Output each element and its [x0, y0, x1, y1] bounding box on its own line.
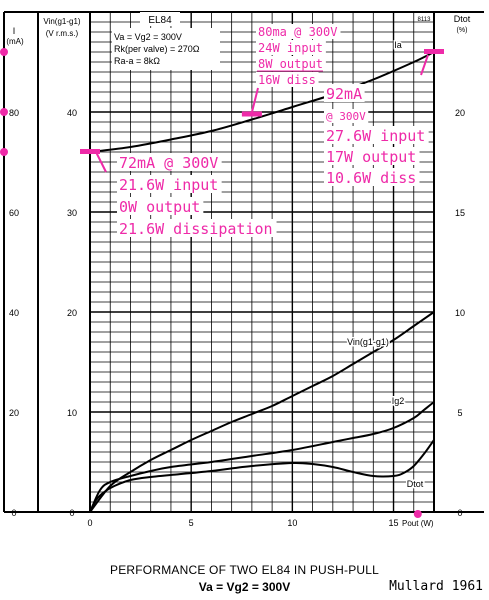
highlight-bar: [241, 111, 262, 117]
dtot-tick-label: 5: [457, 408, 462, 418]
grid: [89, 11, 435, 513]
pointer-right: [420, 54, 429, 76]
annotation-bg: [324, 147, 420, 165]
pointer-left: [95, 151, 107, 173]
annotations: 72mA @ 300V 21.6W input 0W output 21.6W dis…: [117, 24, 429, 238]
annotation-bg: [117, 197, 204, 215]
dtot-axis-title: Dtot: [454, 14, 471, 24]
annotation-right-line: 27.6W input: [326, 127, 425, 145]
annotation-left-line: 21.6W input: [119, 176, 218, 194]
credit-text: Mullard 1961: [389, 579, 483, 594]
series-label: Vin(g1-g1): [347, 337, 389, 347]
annotation-bg: [324, 84, 365, 102]
conditions-bg: [112, 28, 220, 70]
plot-border: [89, 11, 435, 513]
annotation-bg: [117, 219, 277, 237]
current-axis-unit: (mA): [6, 37, 24, 46]
x-tick-label: 15: [389, 518, 399, 528]
annotation-bg: [256, 56, 326, 71]
dtot-tick-label: 0: [457, 508, 462, 518]
dtot-tick-label: 10: [455, 308, 465, 318]
vin-tick-label: 30: [67, 208, 77, 218]
current-marker-dot: [0, 148, 8, 156]
annotation-mid-line: 80ma @ 300V: [258, 25, 337, 39]
dtot-axis-unit: (%): [457, 27, 468, 34]
annotation-left-line: 0W output: [119, 198, 200, 216]
series-labels: Ia Vin(g1-g1) Ig2 Dtot: [346, 39, 426, 491]
caption-title: PERFORMANCE OF TWO EL84 IN PUSH-PULL: [109, 563, 380, 577]
series-label: Dtot: [407, 479, 424, 489]
axes: [3, 11, 484, 513]
x-tick-label: 0: [87, 518, 92, 528]
annotation-mid-line: 8W output: [258, 57, 323, 71]
current-marker-dot: [0, 108, 8, 116]
annotation-bg: [324, 109, 369, 123]
series-line-ig2: [89, 401, 435, 513]
condition-line: Va = Vg2 = 300V: [114, 32, 182, 42]
current-tick-label: 80: [9, 108, 19, 118]
annotation-left-line: 72mA @ 300V: [119, 154, 218, 172]
vin-tick-label: 40: [67, 108, 77, 118]
series-line-ia: [89, 51, 435, 153]
current-tick-label: 0: [11, 508, 16, 518]
annotation-right-line: 17W output: [326, 148, 416, 166]
highlight-marks: [0, 48, 444, 518]
annotation-right-line: @ 300V: [326, 110, 366, 123]
series-line-vin-g1-g1-: [89, 311, 435, 513]
current-axis-title: I: [13, 26, 16, 36]
annotation-bg: [117, 175, 222, 193]
highlight-bar: [80, 149, 100, 154]
highlight-bar: [424, 49, 444, 54]
ref-code: 8113: [418, 17, 432, 23]
condition-line: Ra-a = 8kΩ: [114, 56, 160, 66]
series-lines: [89, 51, 435, 513]
annotation-bg: [256, 72, 319, 87]
vin-axis-title: Vin(g1-g1): [43, 17, 81, 26]
annotation-mid-line: 24W input: [258, 41, 323, 55]
vin-axis-unit: (V r.m.s.): [46, 29, 79, 38]
pointer-mid: [251, 87, 259, 113]
x-axis-label: Pout (W): [402, 519, 434, 528]
annotation-left-line: 21.6W dissipation: [119, 220, 273, 238]
dtot-tick-label: 20: [455, 108, 465, 118]
vin-tick-label: 20: [67, 308, 77, 318]
caption-subtitle: Va = Vg2 = 300V: [198, 580, 291, 594]
dtot-tick-label: 15: [455, 208, 465, 218]
current-tick-label: 20: [9, 408, 19, 418]
x-tick-label: 10: [287, 518, 297, 528]
condition-line: Rk(per valve) = 270Ω: [114, 44, 200, 54]
current-tick-label: 40: [9, 308, 19, 318]
tube-label: EL84: [148, 15, 172, 26]
series-label: Ia: [394, 40, 402, 50]
vin-tick-label: 0: [69, 508, 74, 518]
annotation-bg: [324, 126, 429, 144]
current-tick-label: 60: [9, 208, 19, 218]
x-tick-label: 5: [189, 518, 194, 528]
vin-tick-label: 10: [67, 408, 77, 418]
annotation-bg: [324, 168, 420, 186]
annotation-right-line: 10.6W diss: [326, 169, 416, 187]
conditions-box: EL84 Va = Vg2 = 300V Rk(per valve) = 270Ω R…: [112, 12, 220, 70]
annotation-bg: [256, 24, 341, 39]
current-marker-dot: [0, 48, 8, 56]
annotation-bg: [256, 40, 326, 55]
annotation-bg: [117, 153, 222, 171]
tube-label-bg: [140, 12, 180, 26]
x-axis-marker-dot: [413, 510, 422, 518]
series-label: Ig2: [392, 396, 405, 406]
annotation-right-line: 92mA: [326, 85, 362, 103]
annotation-mid-line: 16W diss: [258, 73, 316, 87]
series-line-dtot: [89, 439, 435, 513]
